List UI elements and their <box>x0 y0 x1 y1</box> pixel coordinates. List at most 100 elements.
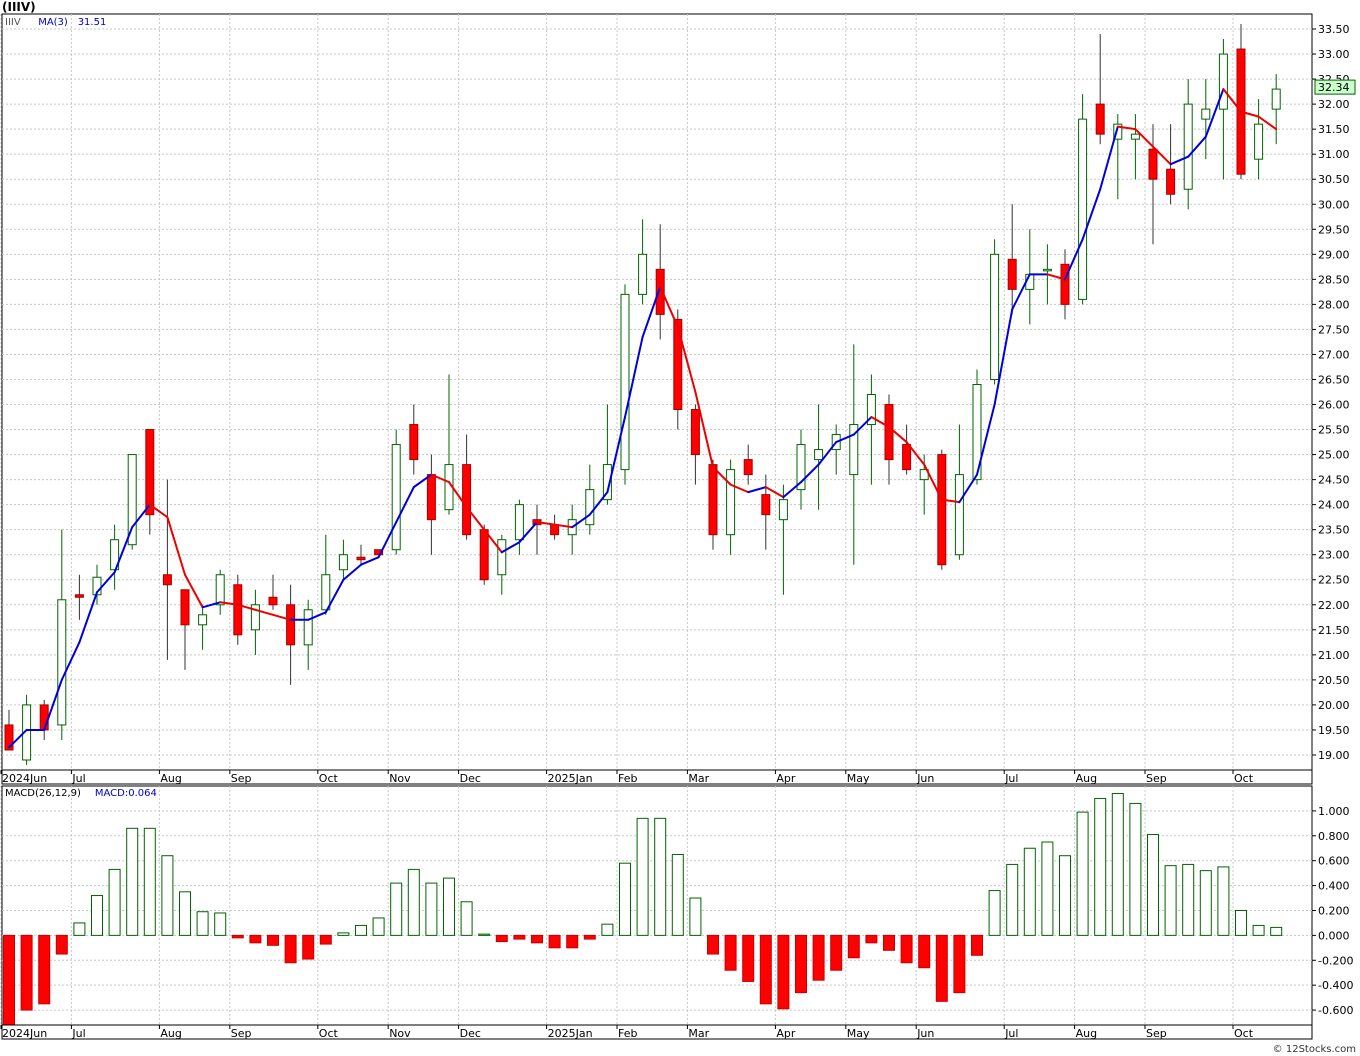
candle <box>954 424 964 560</box>
candle-body-up <box>1078 118 1088 300</box>
ma3-segment <box>676 325 697 393</box>
x-tick-label: Feb <box>618 772 637 785</box>
price-tick-label: 20.50 <box>1318 674 1350 687</box>
candle-body-down <box>39 704 49 731</box>
macd-bar-negative <box>971 934 983 956</box>
ma3-segment <box>395 486 415 524</box>
candle-body-down <box>1095 103 1105 135</box>
candle-body-down <box>479 529 489 581</box>
ma3-segment <box>236 603 257 611</box>
ma3-segment <box>553 523 574 529</box>
x-tick-label: May <box>847 772 870 785</box>
price-legend-item: 31.51 <box>78 17 107 28</box>
candle <box>462 434 472 540</box>
x-tick-label: Jul <box>71 1027 85 1040</box>
macd-bar-positive <box>407 868 420 936</box>
chart-title: (IIIV) <box>2 0 36 14</box>
ma3-segment <box>1011 273 1031 311</box>
ma3-segment <box>641 285 662 338</box>
x-tick-label: Jul <box>71 772 85 785</box>
macd-legend-item: MACD(26,12,9) <box>5 788 81 799</box>
candle <box>338 539 348 580</box>
macd-bar-negative <box>847 934 860 959</box>
price-tick-label: 21.50 <box>1318 624 1350 637</box>
candle <box>796 429 806 510</box>
ma3-segment <box>1099 125 1119 191</box>
candle <box>1254 99 1264 180</box>
macd-bar-negative <box>918 934 931 969</box>
candle <box>321 534 331 615</box>
price-tick-label: 27.50 <box>1318 323 1350 336</box>
price-tick-label: 20.00 <box>1318 699 1350 712</box>
ma3-segment <box>571 513 591 529</box>
macd-bar-positive <box>1129 802 1142 936</box>
candle <box>250 589 260 655</box>
macd-bar-positive <box>1076 811 1089 936</box>
candle-body-down <box>690 409 700 456</box>
candle-body-up <box>778 499 788 521</box>
candle <box>1271 74 1281 145</box>
price-tick-label: 25.00 <box>1318 449 1350 462</box>
macd-bar-positive <box>636 817 649 936</box>
price-panel: 19.00 19.50 20.00 20.50 21.00 21.50 22.00 22.50… <box>0 13 1356 785</box>
price-tick-label: 33.50 <box>1318 23 1350 36</box>
macd-bar-positive <box>1006 863 1019 936</box>
macd-bar-positive <box>1217 866 1230 936</box>
macd-x-axis <box>1 1024 1313 1040</box>
macd-bar-positive <box>126 827 139 936</box>
macd-bar-negative <box>249 934 262 944</box>
macd-tick-label: -0.600 <box>1318 1004 1353 1017</box>
macd-bar-negative <box>302 934 315 960</box>
ma3-segment <box>307 611 327 621</box>
macd-bar-positive <box>1270 926 1283 936</box>
price-tick-label: 26.50 <box>1318 373 1350 386</box>
ma3-segment <box>96 571 116 594</box>
candle-body-up <box>303 609 313 646</box>
candle <box>1007 204 1017 315</box>
macd-bar-negative <box>865 934 878 944</box>
macd-bar-positive <box>1235 909 1247 936</box>
candle-body-up <box>57 599 67 726</box>
candle <box>1095 34 1105 145</box>
ma3-segment <box>905 441 926 466</box>
ma3-segment <box>536 521 556 526</box>
candle <box>286 584 296 685</box>
ma3-segment <box>254 608 274 616</box>
candle-body-up <box>796 444 806 491</box>
macd-bar-negative <box>953 934 966 994</box>
candle-body-down <box>409 424 419 461</box>
price-tick-label: 31.00 <box>1318 148 1350 161</box>
candle-body-up <box>198 614 208 626</box>
x-tick-label: Nov <box>389 1027 411 1040</box>
candle <box>1201 79 1211 160</box>
candle-body-down <box>286 604 296 646</box>
candle <box>1078 94 1088 305</box>
macd-tick-label: 0.800 <box>1318 830 1350 843</box>
price-plot-area <box>1 13 1313 771</box>
candle <box>162 479 172 660</box>
ma3-segment <box>958 473 978 504</box>
candle-body-up <box>215 574 225 606</box>
macd-bar-positive <box>91 895 103 936</box>
x-tick-label: Sep <box>1146 1027 1167 1040</box>
ma3-segment <box>870 416 890 429</box>
candle-body-up <box>726 469 736 536</box>
candle-body-down <box>4 724 14 751</box>
x-tick-label: Apr <box>776 1027 796 1040</box>
macd-bar-negative <box>548 934 561 949</box>
macd-bar-positive <box>143 827 156 936</box>
ma3-segment <box>817 441 838 466</box>
price-tick-label: 19.50 <box>1318 724 1350 737</box>
x-tick-label: Aug <box>160 1027 181 1040</box>
ma3-segment <box>1046 273 1066 281</box>
macd-bar-negative <box>38 934 51 1005</box>
macd-bar-negative <box>231 934 244 939</box>
candle <box>215 569 225 615</box>
ma3-segment <box>1064 238 1084 281</box>
price-legend-item: MA(3) <box>38 17 68 28</box>
price-tick-label: 24.00 <box>1318 499 1350 512</box>
candle <box>1183 79 1193 210</box>
ma3-segment <box>1081 188 1102 241</box>
macd-bar-positive <box>478 933 491 936</box>
macd-bar-positive <box>689 897 702 936</box>
